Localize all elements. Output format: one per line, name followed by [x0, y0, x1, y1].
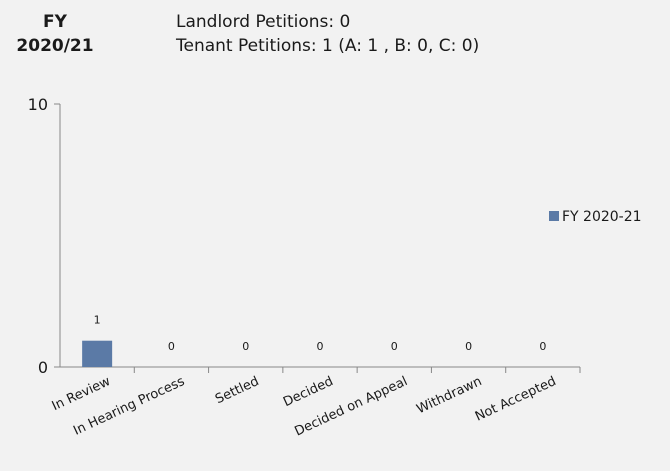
data-label: 0: [539, 340, 546, 353]
y-tick-label: 10: [28, 95, 48, 114]
x-tick-label: Settled: [213, 374, 261, 407]
y-tick-label: 0: [38, 358, 48, 377]
data-label: 0: [168, 340, 175, 353]
data-label: 0: [391, 340, 398, 353]
data-labels: 1 0 0 0 0 0 0: [94, 314, 547, 353]
x-axis-ticks: [133, 367, 581, 373]
bar: [82, 340, 113, 367]
legend-label: FY 2020-21: [562, 209, 642, 225]
fiscal-year-label: FY 2020/21: [10, 10, 100, 58]
petition-summary: Landlord Petitions: 0 Tenant Petitions: …: [176, 10, 479, 58]
y-axis-ticks: 0 10: [28, 95, 60, 377]
bar-series: [82, 340, 113, 367]
landlord-petitions: Landlord Petitions: 0: [176, 12, 351, 32]
data-label: 1: [94, 314, 101, 327]
fiscal-year-prefix: FY: [43, 12, 67, 32]
x-tick-label: In Review: [50, 374, 113, 414]
data-label: 0: [465, 340, 472, 353]
tenant-petitions: Tenant Petitions: 1 (A: 1 , B: 0, C: 0): [176, 36, 480, 56]
fiscal-year-value: 2020/21: [16, 36, 94, 56]
x-tick-label: Not Accepted: [473, 374, 559, 425]
data-label: 0: [242, 340, 249, 353]
data-label: 0: [317, 340, 324, 353]
x-tick-label: Decided: [281, 374, 336, 410]
legend-swatch: [549, 211, 559, 221]
chart-legend: FY 2020-21: [549, 209, 642, 225]
